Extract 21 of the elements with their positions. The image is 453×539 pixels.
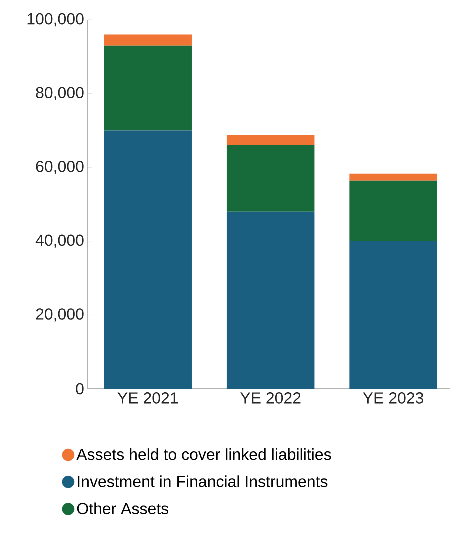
bar [104, 34, 192, 46]
x-tick-label: YE 2021 [118, 392, 178, 404]
legend-label: Assets held to cover linked liabilities [76, 448, 332, 460]
bar [104, 130, 192, 389]
x-tick-label: YE 2022 [240, 392, 301, 404]
legend-label: Other Assets [77, 502, 169, 514]
bar [350, 241, 438, 389]
x-tick-label: YE 2023 [363, 392, 424, 404]
y-tick-label: 60,000 [36, 161, 84, 174]
bar [350, 180, 438, 242]
legend-label: Investment in Financial Instruments [78, 476, 328, 488]
y-tick-label: 80,000 [36, 87, 84, 100]
bar [226, 136, 315, 146]
bar [226, 212, 315, 389]
y-tick-label: 40,000 [36, 234, 84, 248]
bar [350, 174, 438, 181]
y-tick-label: 100,000 [28, 13, 84, 27]
y-tick-label: 20,000 [36, 308, 84, 322]
bar [226, 145, 315, 212]
y-tick-label: 0 [76, 383, 84, 395]
bar [104, 46, 192, 131]
